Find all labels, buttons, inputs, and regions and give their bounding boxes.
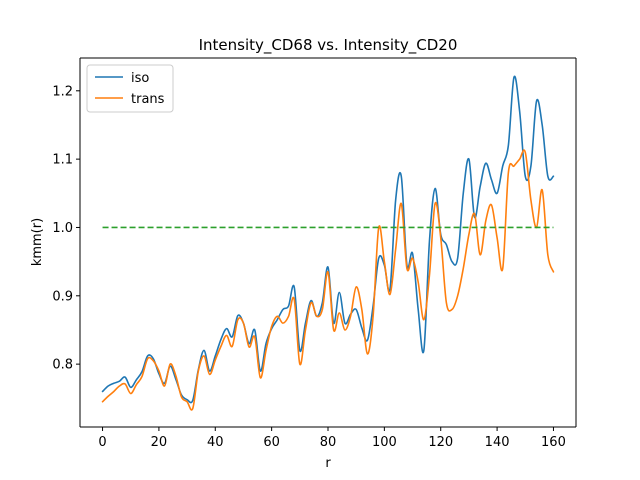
legend: iso trans	[86, 64, 174, 113]
y-tick-label: 0.9	[52, 289, 73, 304]
x-axis-ticks: 0 20 40 60 80 100 120 140 160	[98, 427, 566, 450]
x-tick-label: 80	[320, 435, 337, 450]
x-tick-label: 40	[207, 435, 224, 450]
y-axis-ticks: 0.8 0.9 1.0 1.1 1.2	[52, 84, 80, 373]
y-tick-label: 1.1	[52, 153, 73, 168]
legend-label-trans: trans	[131, 92, 165, 107]
series-line-trans	[101, 149, 555, 411]
series-layer	[101, 75, 555, 411]
plot-area	[80, 58, 576, 427]
y-tick-label: 1.0	[52, 221, 73, 236]
x-tick-label: 140	[485, 435, 510, 450]
x-tick-label: 160	[541, 435, 566, 450]
x-tick-label: 120	[428, 435, 453, 450]
x-tick-label: 100	[372, 435, 397, 450]
chart-title: Intensity_CD68 vs. Intensity_CD20	[199, 36, 458, 55]
y-axis-label: kmm(r)	[30, 218, 45, 266]
y-tick-label: 1.2	[52, 84, 73, 99]
x-tick-label: 20	[151, 435, 168, 450]
x-axis-label: r	[325, 456, 331, 471]
legend-label-iso: iso	[131, 71, 149, 86]
x-tick-label: 0	[98, 435, 106, 450]
x-tick-label: 60	[263, 435, 280, 450]
y-tick-label: 0.8	[52, 358, 73, 373]
